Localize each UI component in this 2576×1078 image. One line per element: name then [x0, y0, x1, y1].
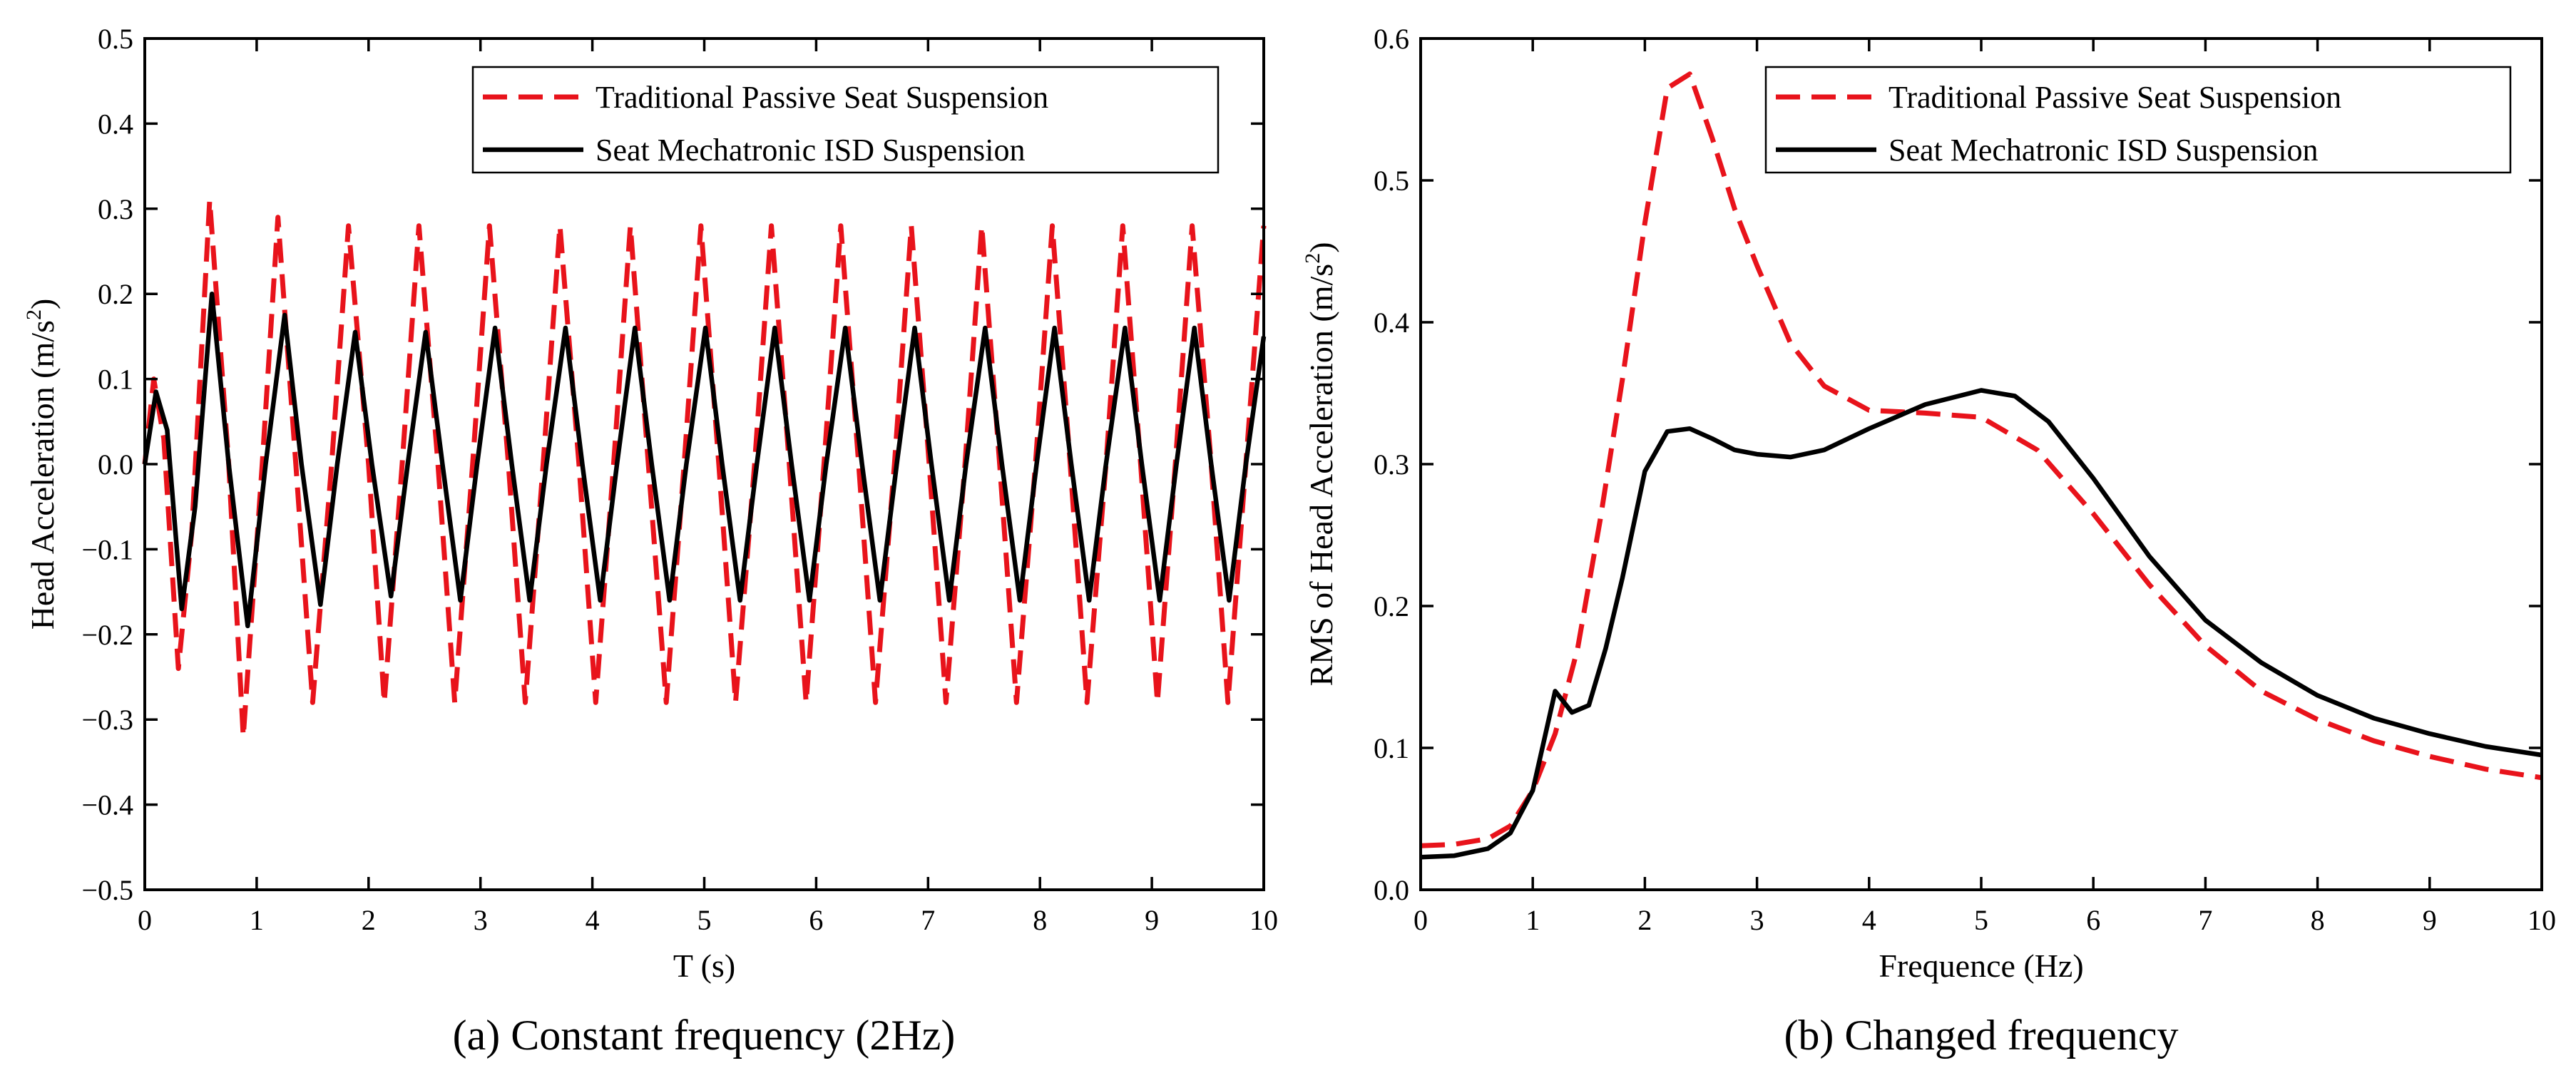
subfigure-caption: (a) Constant frequency (2Hz) — [453, 1012, 956, 1059]
y-tick-label: 0.2 — [1374, 590, 1409, 622]
y-tick-label: −0.4 — [81, 789, 133, 821]
x-tick-label: 7 — [921, 904, 935, 936]
y-tick-label: 0.4 — [98, 108, 133, 140]
x-tick-label: 0 — [1414, 904, 1428, 936]
series-line-passive — [142, 197, 1267, 739]
y-tick-label: 0.2 — [98, 278, 133, 310]
x-tick-label: 3 — [1750, 904, 1764, 936]
chart-a: 0 1 2 3 4 5 6 7 8 9 10 −0.5 −0.4 −0.3 −0.2 −0.1 0.0 0.1 0.… — [22, 23, 1278, 1059]
x-tick-label: 10 — [2528, 904, 2556, 936]
y-tick-label: 0.3 — [98, 193, 133, 225]
y-axis-label: RMS of Head Acceleration (m/s2) — [1301, 242, 1339, 686]
y-tick-label: 0.1 — [1374, 732, 1409, 764]
x-tick-label: 1 — [250, 904, 264, 936]
x-tick-label: 8 — [1033, 904, 1047, 936]
legend-label-isd: Seat Mechatronic ISD Suspension — [596, 133, 1025, 168]
y-axis-label-close: ) — [1303, 242, 1339, 252]
legend-label-isd: Seat Mechatronic ISD Suspension — [1888, 133, 2318, 168]
x-tick-label: 10 — [1249, 904, 1278, 936]
y-axis-label-text: Head Acceleration (m/s — [24, 320, 61, 630]
series-line-passive — [1420, 71, 2542, 848]
chart-b: 0 1 2 3 4 5 6 7 8 9 10 0.0 0.1 0.2 0.3 0.4 0.5 0.6 Frequen… — [1301, 23, 2556, 1059]
x-tick-label: 7 — [2198, 904, 2212, 936]
y-tick-label: −0.2 — [81, 619, 133, 651]
x-axis-label: T (s) — [673, 948, 735, 984]
y-axis-label-close: ) — [24, 299, 61, 309]
x-tick-label: 6 — [2086, 904, 2100, 936]
legend-label-passive: Traditional Passive Seat Suspension — [1888, 80, 2341, 115]
y-tick-label: 0.4 — [1374, 307, 1409, 339]
x-tick-label: 5 — [1974, 904, 1988, 936]
x-tick-label: 3 — [474, 904, 488, 936]
x-tick-label: 5 — [697, 904, 712, 936]
x-axis-label: Frequence (Hz) — [1879, 948, 2083, 984]
y-tick-label: −0.5 — [81, 874, 133, 906]
y-axis-label-text: RMS of Head Acceleration (m/s — [1303, 264, 1339, 687]
legend-frame — [471, 66, 1220, 174]
legend-frame — [1764, 66, 2512, 174]
y-tick-label: 0.5 — [98, 23, 133, 55]
y-tick-label: 0.5 — [1374, 165, 1409, 197]
x-tick-label: 6 — [809, 904, 823, 936]
x-tick-label: 4 — [1862, 904, 1876, 936]
y-tick-label: 0.0 — [1374, 874, 1409, 906]
legend: Traditional Passive Seat Suspension Seat … — [471, 66, 1220, 174]
y-tick-label: 0.3 — [1374, 448, 1409, 481]
x-tick-label: 4 — [586, 904, 600, 936]
x-tick-label: 0 — [138, 904, 152, 936]
x-tick-label: 9 — [1145, 904, 1159, 936]
y-axis-label-superscript: 2 — [1301, 253, 1324, 264]
series-line-isd — [142, 291, 1267, 629]
y-tick-label: −0.3 — [81, 704, 133, 736]
x-tick-label: 1 — [1525, 904, 1540, 936]
legend-label-passive: Traditional Passive Seat Suspension — [596, 80, 1048, 115]
y-tick-label: 0.1 — [98, 364, 133, 396]
x-tick-label: 2 — [1637, 904, 1652, 936]
y-axis-label: Head Acceleration (m/s2) — [22, 299, 61, 630]
y-tick-label: 0.0 — [98, 448, 133, 481]
x-tick-label: 2 — [362, 904, 376, 936]
y-tick-label: −0.1 — [81, 533, 133, 565]
subfigure-caption: (b) Changed frequency — [1784, 1012, 2178, 1059]
y-axis-label-superscript: 2 — [22, 309, 46, 320]
y-tick-label: 0.6 — [1374, 23, 1409, 55]
x-tick-label: 8 — [2311, 904, 2325, 936]
x-tick-label: 9 — [2423, 904, 2437, 936]
legend: Traditional Passive Seat Suspension Seat … — [1764, 66, 2512, 174]
series-line-isd — [1420, 388, 2542, 860]
